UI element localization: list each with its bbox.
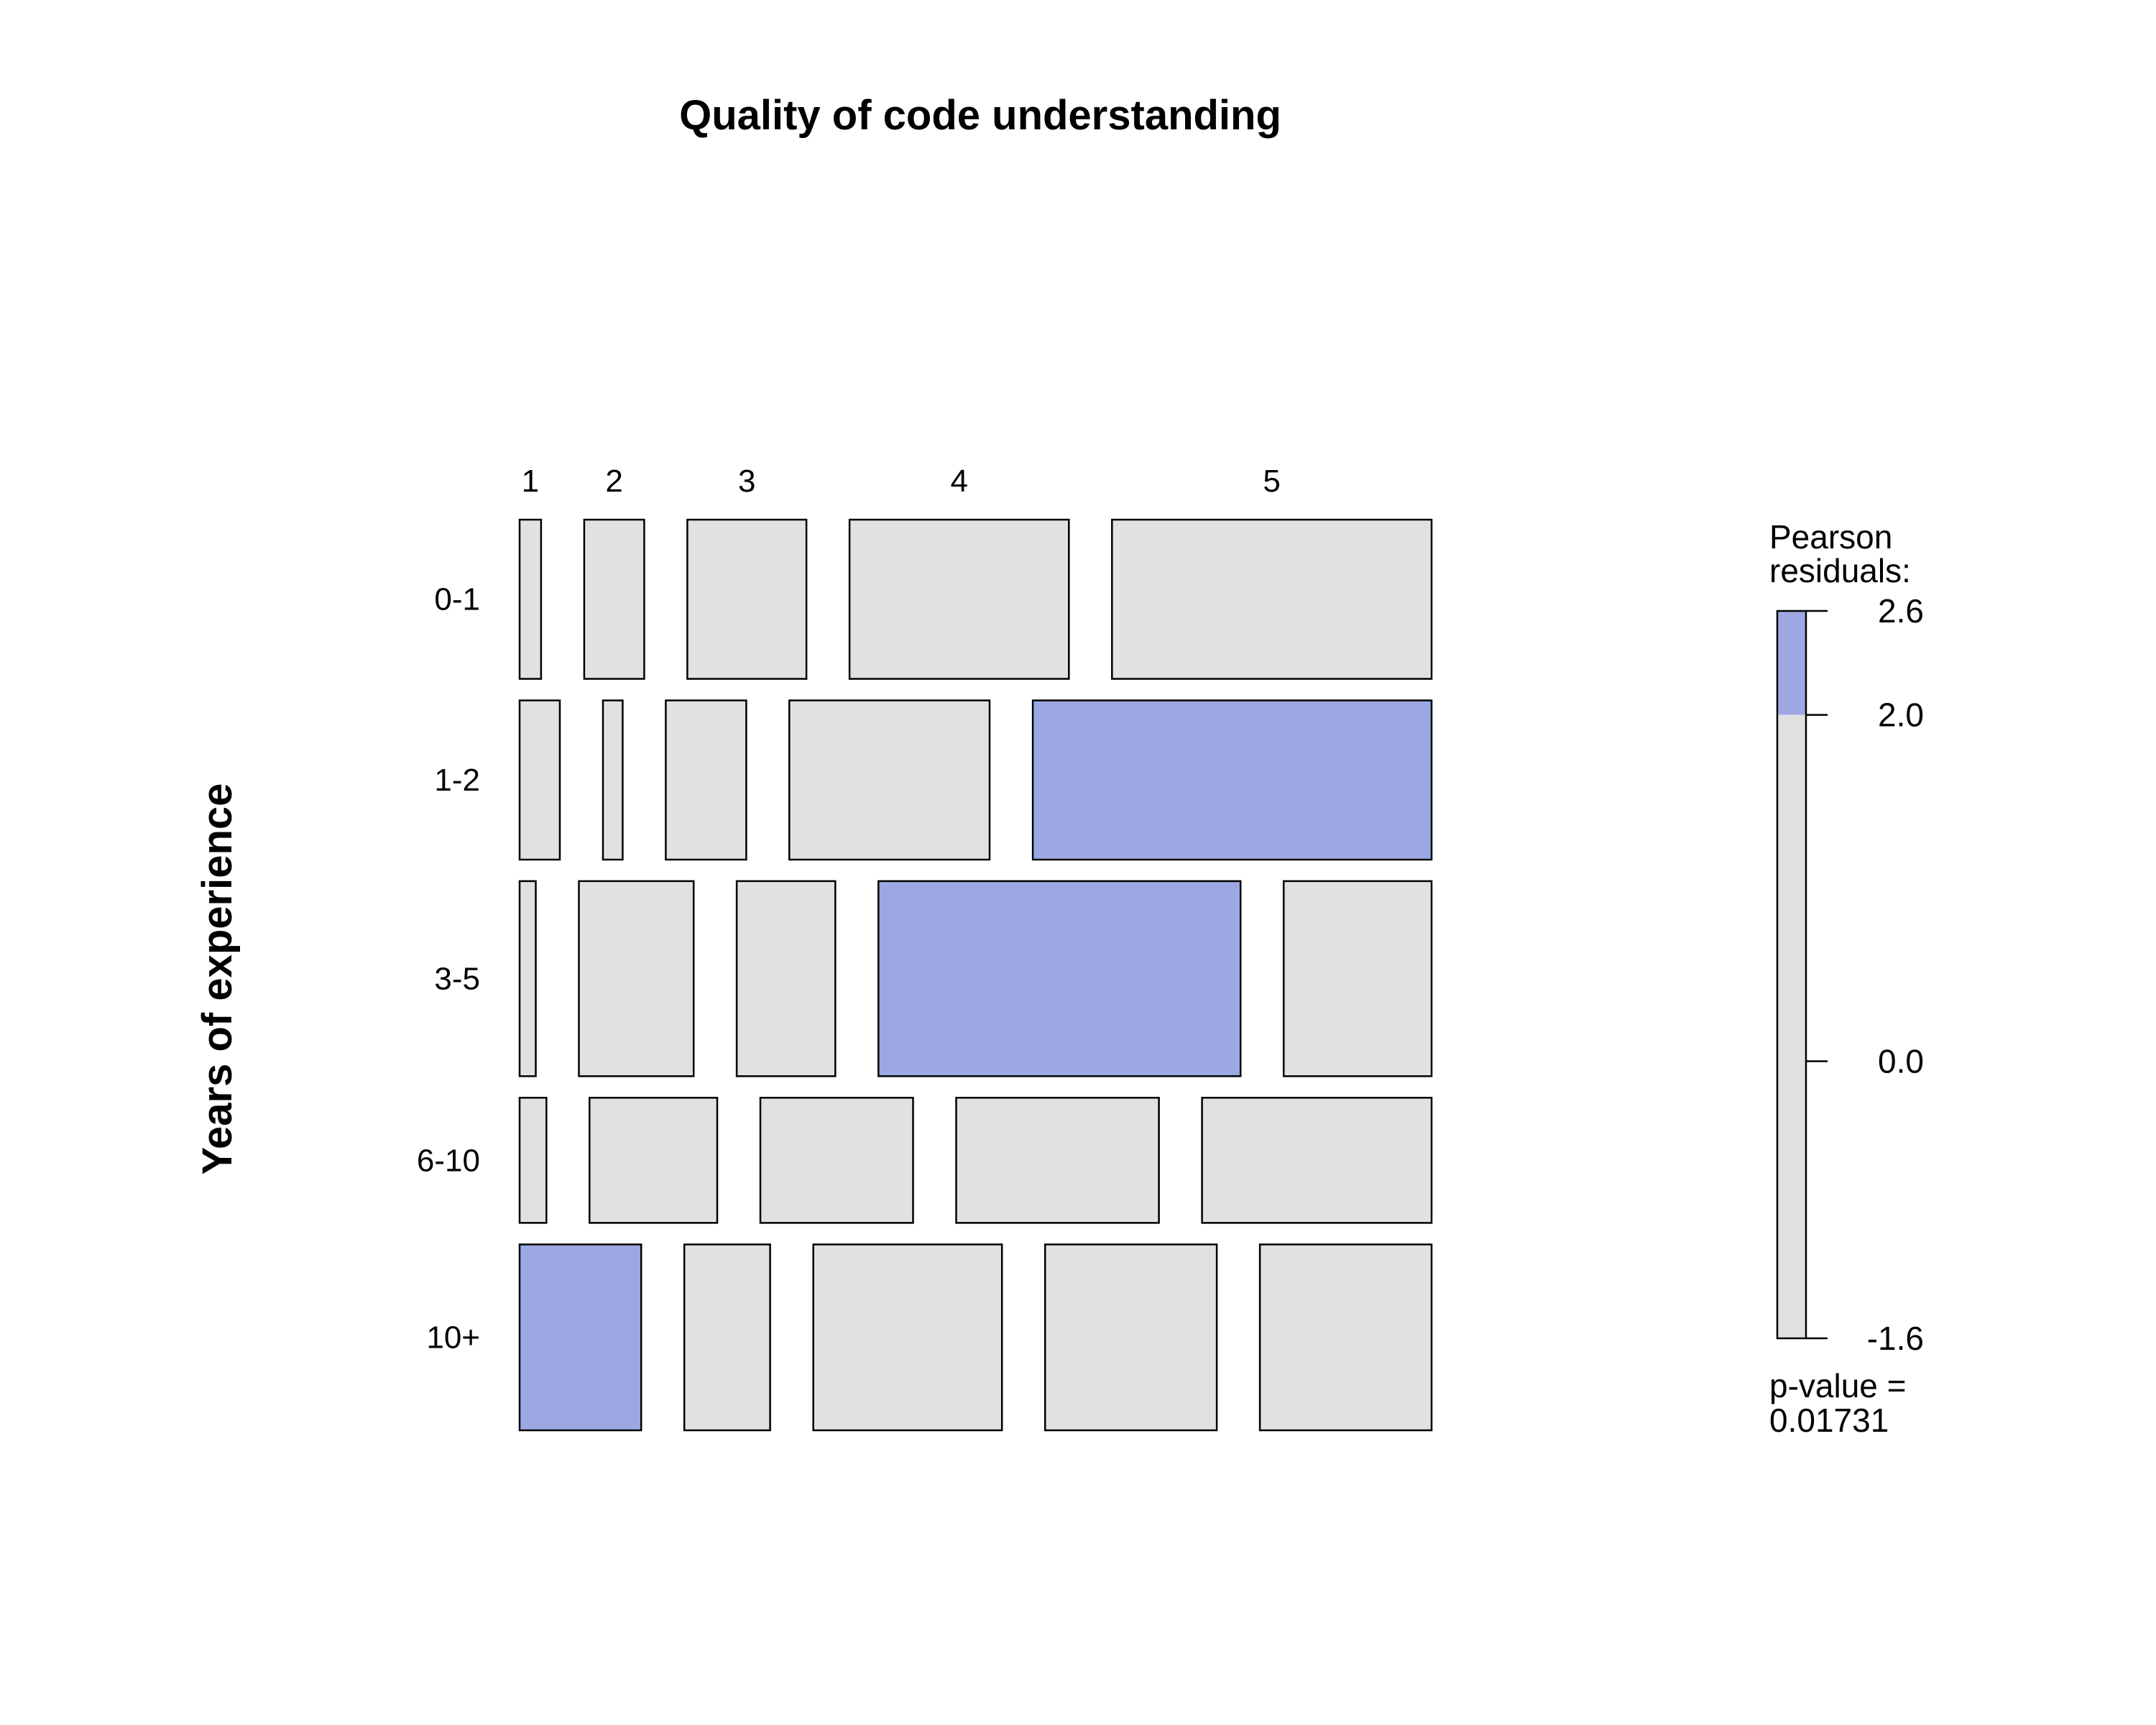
mosaic-cell-1-2-col-4: [788, 699, 991, 861]
mosaic-cell-3-5-col-1: [518, 880, 537, 1077]
column-label-3: 3: [738, 464, 755, 499]
mosaic-cell-3-5-col-4: [877, 880, 1242, 1077]
legend-title-line1: Pearson: [1769, 518, 1892, 556]
mosaic-cell-3-5-col-5: [1282, 880, 1433, 1077]
mosaic-cell-0-1-col-1: [518, 518, 543, 680]
mosaic-cell-0-1-col-3: [686, 518, 808, 680]
row-label-1-2: 1-2: [434, 763, 480, 798]
mosaic-cell-1-2-col-3: [665, 699, 747, 861]
mosaic-cell-6-10-col-3: [759, 1097, 914, 1224]
mosaic-cell-3-5-col-2: [578, 880, 695, 1077]
row-label-0-1: 0-1: [434, 582, 480, 617]
mosaic-cell-1-2-col-1: [518, 699, 561, 861]
row-labels: 0-1 1-2 3-5 6-10 10+: [417, 582, 480, 1356]
mosaic-cell-10+-col-5: [1258, 1243, 1433, 1432]
p-value-label: p-value =: [1769, 1367, 1907, 1404]
legend-title-line2: residuals:: [1769, 552, 1911, 589]
mosaic-cell-3-5-col-3: [735, 880, 837, 1077]
legend: Pearson residuals: 2.6 2.0 0.0 -1.6 p-value…: [1769, 518, 1924, 1439]
mosaic-cells: [518, 518, 1433, 1432]
mosaic-cell-1-2-col-5: [1031, 699, 1433, 861]
legend-tick-label: 0.0: [1878, 1043, 1924, 1080]
legend-positive-band: [1777, 611, 1806, 715]
mosaic-cell-0-1-col-4: [848, 518, 1070, 680]
mosaic-cell-10+-col-3: [812, 1243, 1003, 1432]
mosaic-cell-10+-col-4: [1044, 1243, 1218, 1432]
y-axis-label: Years of experience: [194, 783, 241, 1175]
column-label-2: 2: [605, 464, 622, 499]
mosaic-cell-6-10-col-4: [955, 1097, 1160, 1224]
row-label-6-10: 6-10: [417, 1143, 480, 1178]
chart-title: Quality of code understanding: [679, 92, 1281, 139]
mosaic-cell-6-10-col-2: [589, 1097, 719, 1224]
legend-neutral-band: [1777, 714, 1806, 1338]
mosaic-cell-10+-col-1: [518, 1243, 642, 1432]
legend-bar-frame: [1776, 610, 1807, 1340]
column-label-5: 5: [1263, 464, 1280, 499]
column-labels: 1 2 3 4 5: [522, 464, 1281, 499]
mosaic-cell-0-1-col-5: [1111, 518, 1433, 680]
legend-tick-label: 2.0: [1878, 696, 1924, 734]
mosaic-cell-10+-col-2: [683, 1243, 771, 1432]
mosaic-cell-0-1-col-2: [583, 518, 645, 680]
legend-color-bar: [1776, 610, 1807, 1340]
legend-tick-label: 2.6: [1878, 592, 1924, 630]
column-label-1: 1: [522, 464, 539, 499]
mosaic-cell-1-2-col-2: [602, 699, 624, 861]
mosaic-cell-6-10-col-1: [518, 1097, 548, 1224]
legend-ticks: 2.6 2.0 0.0 -1.6: [1806, 592, 1924, 1357]
column-label-4: 4: [950, 464, 967, 499]
p-value: 0.01731: [1769, 1402, 1889, 1439]
row-label-10+: 10+: [426, 1320, 480, 1356]
legend-tick-label: -1.6: [1867, 1320, 1924, 1357]
row-label-3-5: 3-5: [434, 962, 480, 997]
mosaic-cell-6-10-col-5: [1201, 1097, 1433, 1224]
